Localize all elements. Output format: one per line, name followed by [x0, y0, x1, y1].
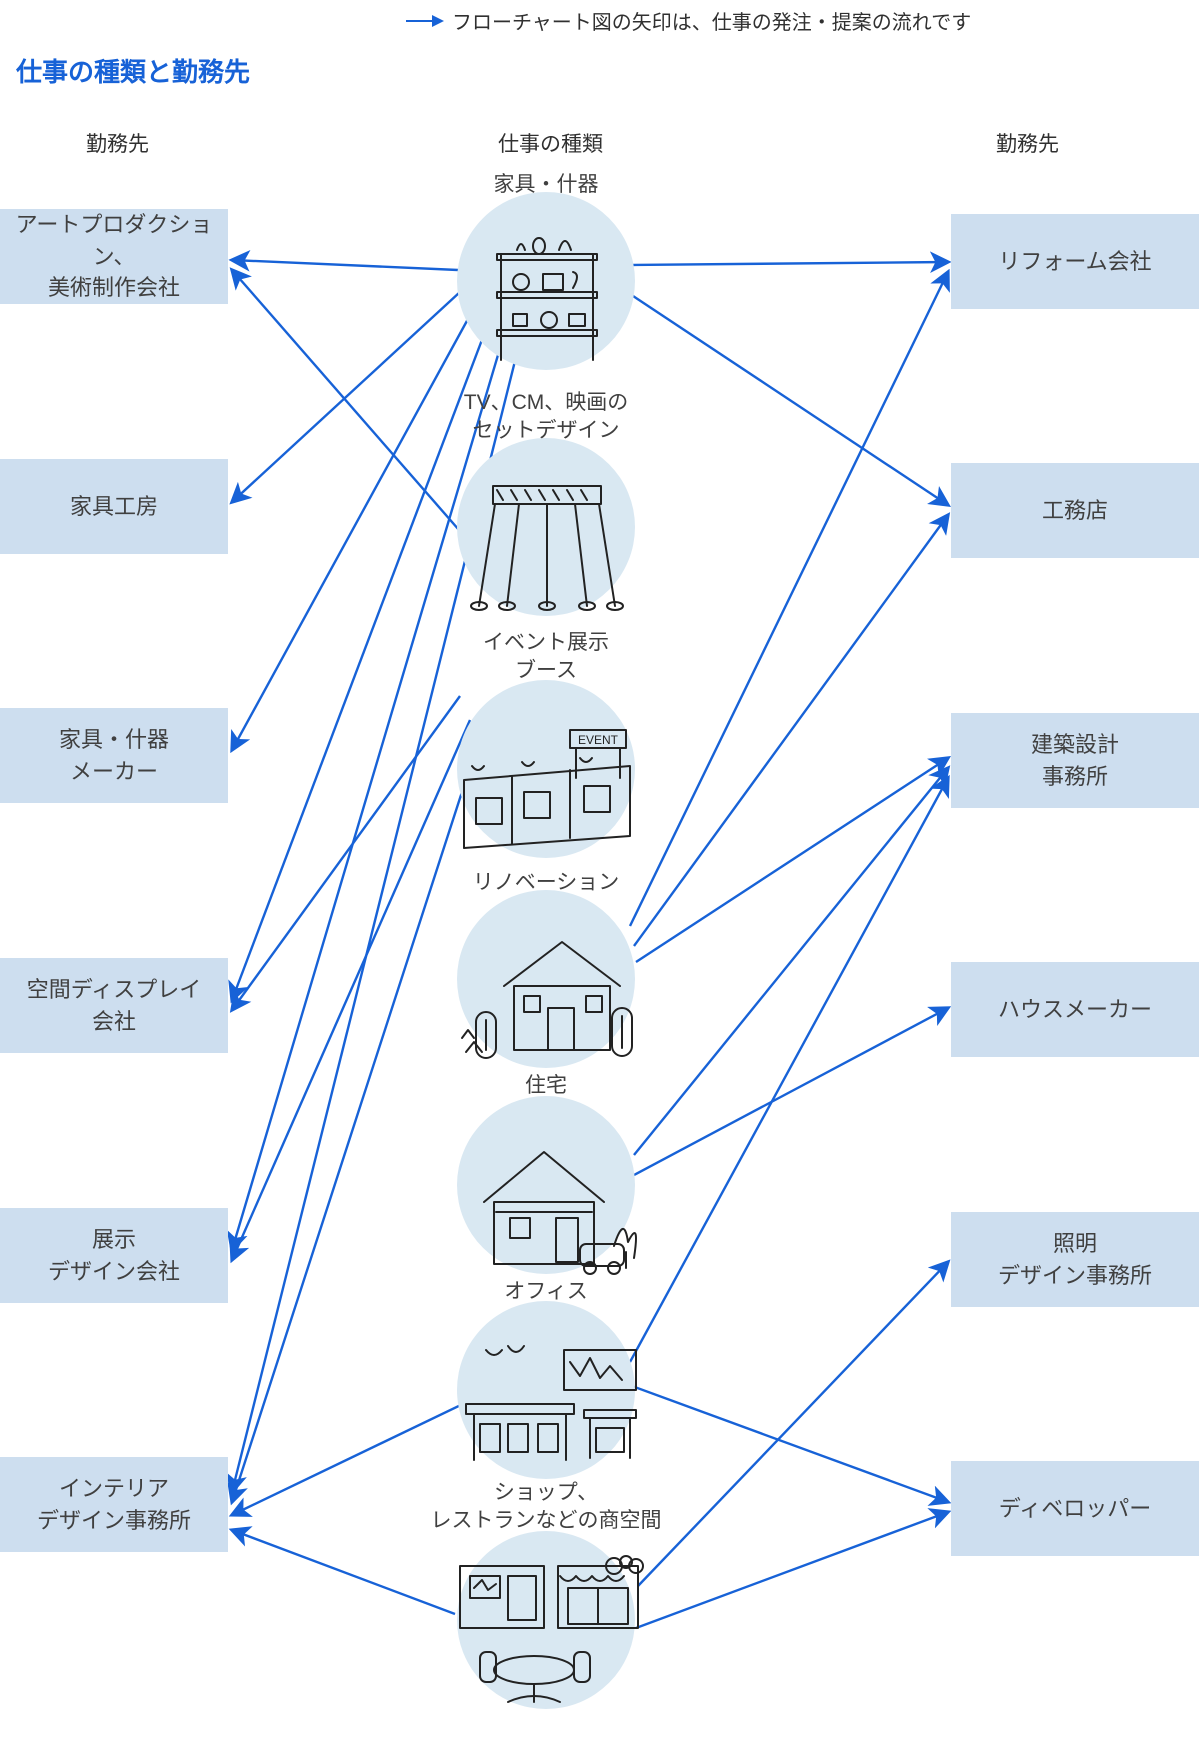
page-title: 仕事の種類と勤務先: [16, 52, 250, 89]
illus-furniture: [477, 236, 617, 366]
workplace-arch-office: 建築設計事務所: [951, 713, 1199, 808]
workplace-house-maker: ハウスメーカー: [951, 962, 1199, 1057]
col-header-right: 勤務先: [996, 128, 1059, 158]
workplace-lighting: 照明デザイン事務所: [951, 1212, 1199, 1307]
workplace-reform-co: リフォーム会社: [951, 214, 1199, 309]
illus-office: [450, 1332, 650, 1482]
illus-set-design: [467, 474, 627, 614]
job-label-event: イベント展示ブース: [416, 629, 676, 686]
legend-arrow-icon: [406, 20, 442, 22]
illus-renovation: [452, 920, 642, 1070]
workplace-furniture-maker: 家具・什器メーカー: [0, 708, 228, 803]
job-label-renovation: リノベーション: [416, 869, 676, 897]
col-header-center: 仕事の種類: [498, 128, 603, 158]
legend-note: フローチャート図の矢印は、仕事の発注・提案の流れです: [406, 6, 971, 35]
workplace-space-display: 空間ディスプレイ会社: [0, 958, 228, 1053]
legend-text: フローチャート図の矢印は、仕事の発注・提案の流れです: [452, 6, 971, 35]
svg-text:EVENT: EVENT: [578, 733, 619, 747]
job-label-house: 住宅: [416, 1072, 676, 1100]
workplace-interior-design: インテリアデザイン事務所: [0, 1457, 228, 1552]
workplace-koumuten: 工務店: [951, 463, 1199, 558]
workplace-exhibit-design: 展示デザイン会社: [0, 1208, 228, 1303]
col-header-left: 勤務先: [86, 128, 149, 158]
illus-shop: [448, 1552, 648, 1712]
job-label-shop: ショップ、レストランなどの商空間: [416, 1479, 676, 1536]
job-label-set-design: TV、CM、映画のセットデザイン: [416, 389, 676, 446]
workplace-art-production: アートプロダクション、美術制作会社: [0, 209, 228, 304]
illus-event: EVENT: [452, 724, 642, 854]
job-label-office: オフィス: [416, 1278, 676, 1306]
workplace-furniture-workshop: 家具工房: [0, 459, 228, 554]
illus-house: [456, 1126, 646, 1276]
workplace-developer: ディベロッパー: [951, 1461, 1199, 1556]
job-label-furniture: 家具・什器: [416, 171, 676, 199]
